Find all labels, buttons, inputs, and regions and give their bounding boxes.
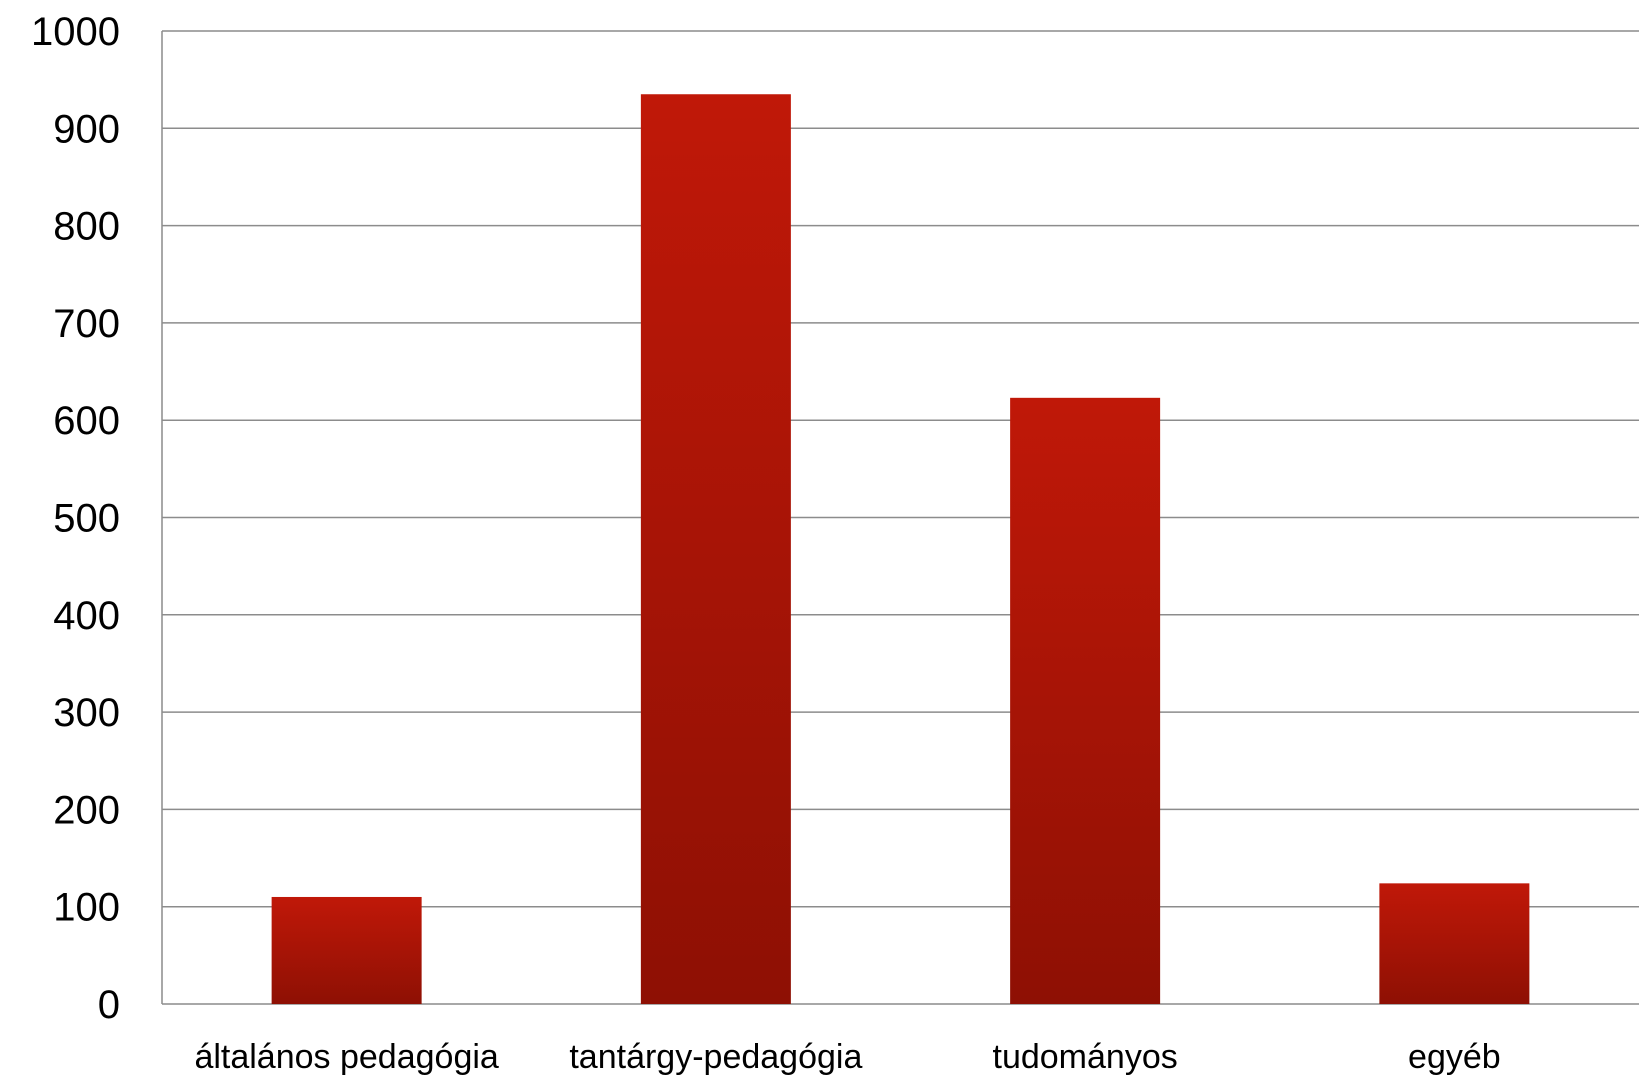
y-tick-label: 800 xyxy=(53,205,120,249)
y-tick-label: 1000 xyxy=(31,10,120,54)
y-tick-label: 0 xyxy=(98,983,120,1027)
y-tick-label: 300 xyxy=(53,691,120,735)
y-tick-label: 400 xyxy=(53,594,120,638)
x-category-label: egyéb xyxy=(1408,1038,1501,1076)
y-tick-label: 200 xyxy=(53,788,120,832)
bar-1 xyxy=(640,94,791,1005)
x-category-label: tudományos xyxy=(993,1038,1178,1076)
y-tick-label: 900 xyxy=(53,107,120,151)
gridlines xyxy=(161,30,1639,1005)
y-tick-label: 600 xyxy=(53,399,120,443)
x-category-label: tantárgy-pedagógia xyxy=(569,1038,862,1076)
bar-2 xyxy=(1010,397,1161,1004)
y-tick-label: 100 xyxy=(53,886,120,930)
y-axis-tick-labels: 0 100 200 300 400 500 600 700 800 900 1000 xyxy=(31,10,120,1027)
y-tick-label: 500 xyxy=(53,497,120,541)
bars xyxy=(271,94,1530,1005)
x-axis-category-labels: általános pedagógia tantárgy-pedagógia tud… xyxy=(194,1038,1500,1076)
bar-3 xyxy=(1379,883,1530,1004)
x-category-label: általános pedagógia xyxy=(194,1038,498,1076)
bar-0 xyxy=(271,896,422,1004)
y-tick-label: 700 xyxy=(53,302,120,346)
